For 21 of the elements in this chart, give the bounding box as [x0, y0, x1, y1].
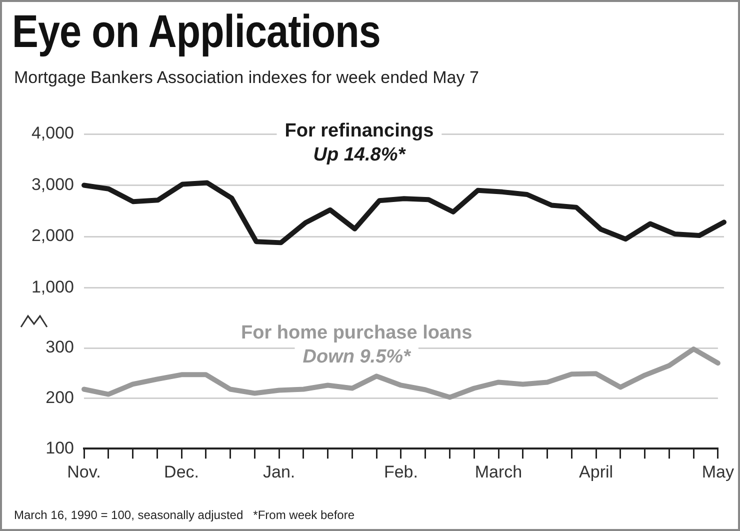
x-tick-label: Nov. — [67, 462, 101, 482]
x-tick-label: March — [474, 462, 522, 482]
chart-title: Eye on Applications — [12, 4, 380, 58]
text: March 16, 1990 = 100, seasonally adjusted *From week before — [14, 508, 355, 522]
text: For refinancings — [284, 120, 434, 142]
y-tick-label: 2,000 — [31, 226, 74, 246]
chart-subtitle: Mortgage Bankers Association indexes for week ended May 7 — [14, 68, 479, 88]
annotation: Down 9.5%* — [302, 346, 412, 368]
x-tick-label: Dec. — [164, 462, 200, 482]
y-tick-label: 1,000 — [31, 277, 74, 296]
annotation: Up 14.8%* — [313, 144, 407, 166]
y-tick-label: 3,000 — [31, 174, 74, 194]
x-tick-label: April — [579, 462, 614, 482]
y-tick-label: 200 — [46, 388, 74, 407]
y-tick-label: 4,000 — [31, 124, 74, 143]
y-tick-label: 100 — [46, 438, 74, 458]
x-tick-label: Jan. — [262, 462, 296, 482]
text: For home purchase loans — [240, 322, 472, 344]
x-tick-label: Feb. — [384, 462, 418, 482]
x-tick-label: May — [702, 462, 734, 482]
y-tick-label: 300 — [46, 338, 74, 357]
